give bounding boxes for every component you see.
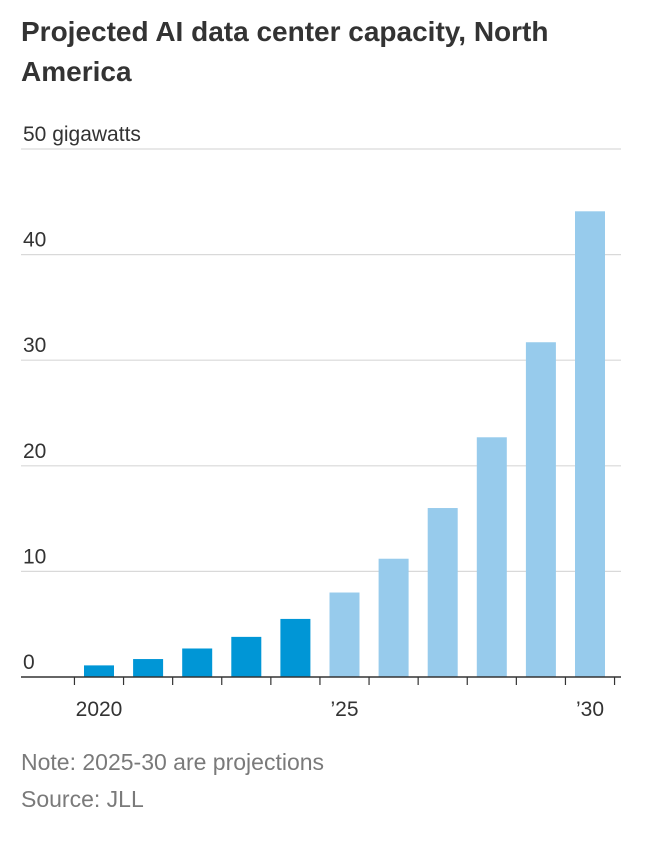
y-tick-label-40: 40 [23, 229, 46, 252]
bar-2022 [182, 648, 213, 677]
bar-2026 [378, 558, 409, 677]
y-tick-label-50: 50 gigawatts [23, 123, 141, 146]
bar-2028 [476, 437, 507, 677]
bar-2025 [329, 592, 360, 677]
chart-source: Source: JLL [21, 786, 144, 812]
bar-2023 [231, 636, 262, 677]
x-tick-label-2025: ’25 [330, 698, 358, 721]
x-axis [21, 676, 621, 685]
bar-2030 [575, 211, 605, 677]
gridlines [21, 148, 621, 573]
chart-note: Note: 2025-30 are projections [21, 749, 325, 775]
x-tick-label-2020: 2020 [76, 698, 123, 721]
bar-2021 [133, 659, 164, 677]
y-tick-label-0: 0 [23, 651, 35, 674]
bar-2029 [525, 342, 556, 677]
chart-title: Projected AI data center capacity, North… [21, 16, 549, 87]
y-tick-label-20: 20 [23, 440, 46, 463]
y-tick-label-30: 30 [23, 334, 46, 357]
bar-2024 [280, 618, 311, 677]
x-tick-label-2030: ’30 [576, 698, 604, 721]
bars [84, 211, 605, 677]
y-tick-label-10: 10 [23, 545, 46, 568]
x-tick-labels: 2020 ’25 ’30 [76, 698, 604, 721]
y-tick-labels: 0 10 20 30 40 50 gigawatts [23, 123, 141, 674]
bar-2027 [427, 508, 458, 677]
bar-2020 [84, 665, 114, 677]
